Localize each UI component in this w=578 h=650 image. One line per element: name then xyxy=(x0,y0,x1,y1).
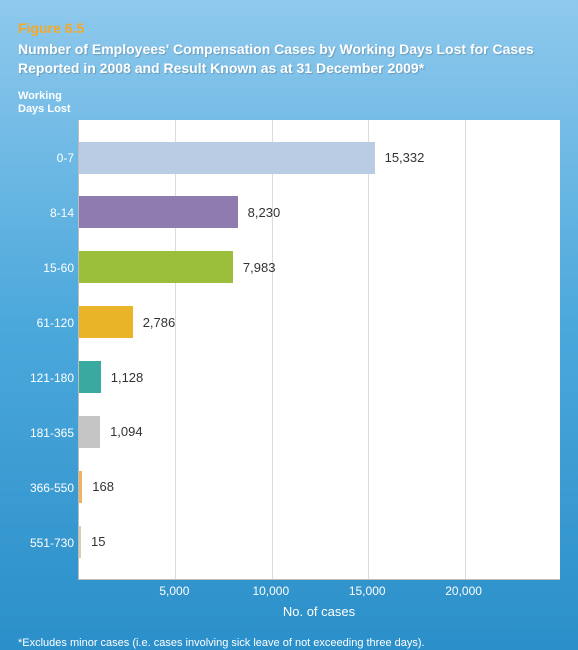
x-tick-label: 15,000 xyxy=(349,584,386,598)
bars-container: 15,332 8,230 7,983 2,786 1,128 1,094 168 15 xyxy=(79,120,560,579)
bar-value-label: 15 xyxy=(91,534,105,549)
bar-row: 168 xyxy=(79,471,560,503)
figure-label: Figure 6.5 xyxy=(18,20,560,36)
y-tick-label: 8-14 xyxy=(18,197,74,229)
y-tick-label: 181-365 xyxy=(18,417,74,449)
y-tick-label: 0-7 xyxy=(18,142,74,174)
y-axis-title: Working Days Lost xyxy=(18,90,560,116)
y-tick-label: 121-180 xyxy=(18,362,74,394)
bar-value-label: 1,094 xyxy=(110,424,143,439)
bar xyxy=(79,361,101,393)
bar-row: 1,094 xyxy=(79,416,560,448)
bar-row: 1,128 xyxy=(79,361,560,393)
x-axis-ticks: 5,000 10,000 15,000 20,000 xyxy=(78,580,560,600)
y-axis-title-line1: Working xyxy=(18,90,560,103)
bar xyxy=(79,142,375,174)
bar xyxy=(79,416,100,448)
bar xyxy=(79,196,238,228)
bar-value-label: 8,230 xyxy=(248,205,281,220)
bar xyxy=(79,526,81,558)
x-tick-label: 5,000 xyxy=(159,584,189,598)
bar-value-label: 15,332 xyxy=(385,150,425,165)
y-tick-label: 15-60 xyxy=(18,252,74,284)
x-axis-title: No. of cases xyxy=(78,604,560,619)
y-tick-label: 366-550 xyxy=(18,472,74,504)
bar-value-label: 168 xyxy=(92,479,114,494)
bar-row: 7,983 xyxy=(79,251,560,283)
bar-value-label: 2,786 xyxy=(143,315,176,330)
bar xyxy=(79,306,133,338)
chart-title: Number of Employees' Compensation Cases … xyxy=(18,40,560,78)
y-tick-label: 551-730 xyxy=(18,527,74,559)
bar-value-label: 1,128 xyxy=(111,370,144,385)
y-tick-label: 61-120 xyxy=(18,307,74,339)
footnote: *Excludes minor cases (i.e. cases involv… xyxy=(18,637,560,649)
x-tick-label: 20,000 xyxy=(445,584,482,598)
bar-row: 15,332 xyxy=(79,142,560,174)
bar-value-label: 7,983 xyxy=(243,260,276,275)
plot-area: 15,332 8,230 7,983 2,786 1,128 1,094 168 15 xyxy=(78,120,560,580)
y-axis-labels: 0-7 8-14 15-60 61-120 121-180 181-365 366-550 5… xyxy=(18,120,74,580)
bar-row: 2,786 xyxy=(79,306,560,338)
bar-row: 15 xyxy=(79,526,560,558)
x-tick-label: 10,000 xyxy=(252,584,289,598)
bar xyxy=(79,251,233,283)
y-axis-title-line2: Days Lost xyxy=(18,103,560,116)
bar-row: 8,230 xyxy=(79,196,560,228)
chart: 0-7 8-14 15-60 61-120 121-180 181-365 366-550 5… xyxy=(18,120,560,619)
bar xyxy=(79,471,82,503)
